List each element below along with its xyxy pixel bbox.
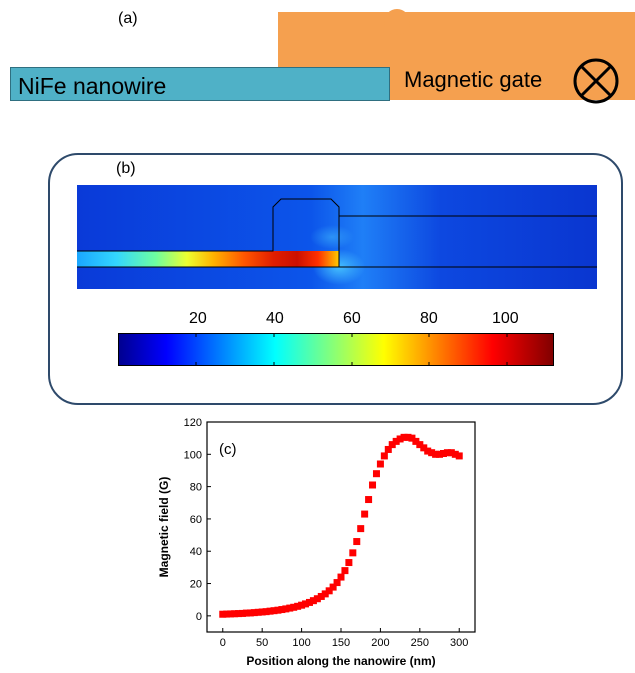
data-point <box>408 434 416 442</box>
data-point <box>337 573 345 581</box>
data-point <box>353 538 361 546</box>
x-tick-label: 50 <box>256 637 268 649</box>
data-point <box>231 610 239 618</box>
data-point <box>223 610 231 618</box>
data-point <box>313 595 321 603</box>
data-point <box>341 567 349 575</box>
data-point <box>439 450 447 457</box>
data-point <box>302 600 310 608</box>
data-point <box>298 601 306 609</box>
data-point <box>424 447 432 455</box>
data-point <box>396 435 404 443</box>
x-tick-label: 0 <box>220 637 226 649</box>
data-point <box>357 525 365 533</box>
data-point <box>290 603 298 611</box>
data-point <box>388 441 396 449</box>
data-point <box>428 449 436 457</box>
panel-b-label: (b) <box>116 160 136 177</box>
nanowire-label: NiFe nanowire <box>18 73 167 99</box>
data-point <box>384 445 392 453</box>
data-point <box>282 605 290 613</box>
circle-cross-icon <box>573 58 619 104</box>
data-point <box>250 609 258 617</box>
data-point <box>266 607 274 615</box>
data-point <box>361 510 369 518</box>
data-point <box>278 606 286 614</box>
data-point <box>235 610 243 618</box>
x-tick-label: 200 <box>371 637 389 649</box>
data-point <box>416 441 424 449</box>
x-tick-label: 150 <box>332 637 350 649</box>
data-point <box>432 450 440 458</box>
y-tick-label: 20 <box>190 579 202 591</box>
nife-nanowire-shape <box>10 67 390 101</box>
data-point <box>219 610 227 618</box>
data-point <box>262 608 270 616</box>
data-point <box>365 496 373 504</box>
panel-a-label: (a) <box>118 10 138 27</box>
colorbar-tick-label: 20 <box>189 310 207 327</box>
data-point <box>329 583 337 591</box>
y-tick-label: 60 <box>190 514 202 526</box>
y-tick-label: 120 <box>184 417 202 429</box>
x-tick-label: 250 <box>411 637 429 649</box>
data-point <box>376 460 384 468</box>
data-point <box>333 579 341 587</box>
data-point <box>258 608 266 616</box>
colorbar <box>118 333 554 366</box>
data-point <box>372 470 380 478</box>
data-point <box>369 481 377 489</box>
data-point <box>254 608 262 616</box>
data-point <box>305 598 313 606</box>
x-tick-label: 300 <box>450 637 468 649</box>
x-axis-label: Position along the nanowire (nm) <box>246 654 435 668</box>
data-point <box>227 610 235 618</box>
data-point <box>309 597 317 605</box>
data-point <box>242 609 250 617</box>
data-point <box>404 433 412 441</box>
y-tick-label: 80 <box>190 482 202 494</box>
data-point <box>238 609 246 617</box>
panel-c-label: (c) <box>219 441 237 458</box>
x-tick-label: 100 <box>292 637 310 649</box>
data-point <box>286 604 294 612</box>
colorbar-tick-label: 80 <box>420 310 438 327</box>
data-point <box>345 559 353 567</box>
y-tick-label: 40 <box>190 546 202 558</box>
data-point <box>392 437 400 445</box>
data-point <box>270 607 278 615</box>
data-point <box>325 587 333 595</box>
data-point <box>420 444 428 452</box>
data-point <box>447 449 455 457</box>
colorbar-tick-label: 40 <box>266 310 284 327</box>
data-point <box>294 602 302 610</box>
y-tick-label: 100 <box>184 449 202 461</box>
magnetic-gate-label: Magnetic gate <box>404 67 543 92</box>
data-point <box>443 449 451 457</box>
data-point <box>380 452 388 460</box>
data-point <box>349 549 357 557</box>
y-axis-label: Magnetic field (G) <box>157 477 171 578</box>
data-point <box>400 433 408 441</box>
field-map <box>77 185 597 289</box>
colorbar-tick-label: 60 <box>343 310 361 327</box>
data-point <box>274 606 282 614</box>
data-point <box>455 452 463 460</box>
data-point <box>246 609 254 617</box>
y-tick-label: 0 <box>196 611 202 623</box>
colorbar-tick-label: 100 <box>492 310 519 327</box>
data-point <box>321 590 329 598</box>
data-point <box>317 592 325 600</box>
magnetic-field-chart: 0 50 100 150 200 250 300 0 20 40 60 80 100 120 (c) P… <box>157 417 476 668</box>
data-point <box>436 450 444 458</box>
data-point <box>412 437 420 445</box>
magnetic-gate-bump <box>384 9 410 35</box>
data-point <box>451 450 459 458</box>
